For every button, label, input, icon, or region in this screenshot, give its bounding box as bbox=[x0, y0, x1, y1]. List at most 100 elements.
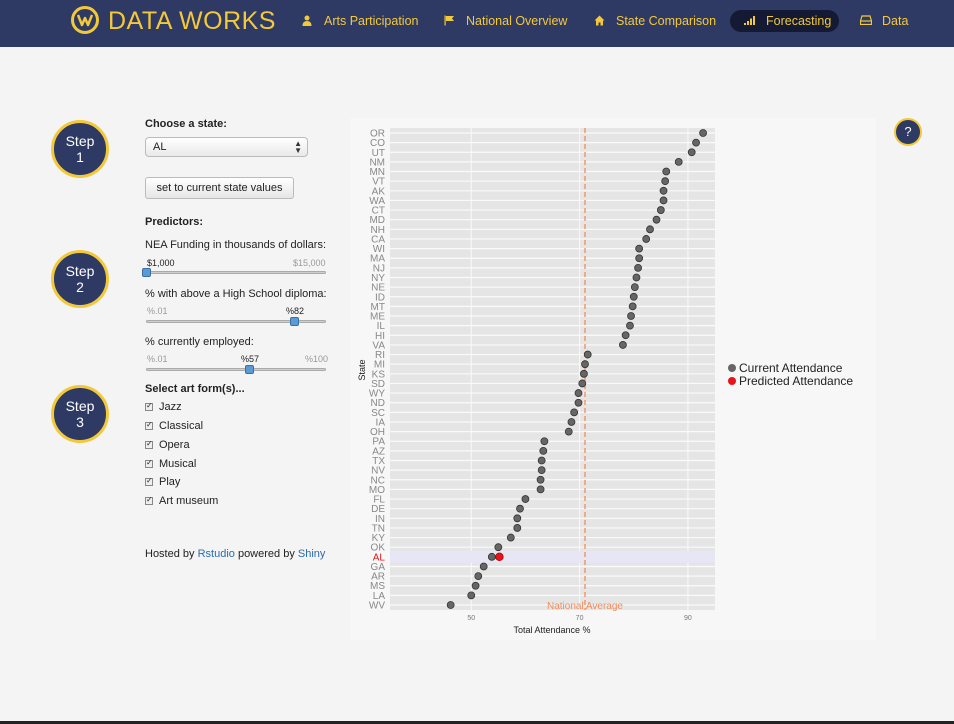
help-button[interactable]: ? bbox=[894, 118, 922, 146]
current-attendance-point bbox=[662, 167, 671, 176]
current-attendance-point bbox=[487, 552, 496, 561]
set-current-values-button[interactable]: set to current state values bbox=[145, 177, 294, 199]
nav-label: State Comparison bbox=[616, 14, 717, 28]
x-axis-title: Total Attendance % bbox=[513, 625, 590, 635]
checkbox-play[interactable] bbox=[145, 476, 153, 486]
legend-predicted-marker bbox=[728, 377, 736, 385]
y-tick-label: WA bbox=[369, 196, 385, 207]
nav-label: Arts Participation bbox=[324, 14, 419, 28]
current-attendance-point bbox=[467, 591, 476, 600]
y-tick-label: IN bbox=[375, 514, 385, 525]
checkbox-label-jazz: Jazz bbox=[159, 401, 182, 413]
y-tick-label: NM bbox=[369, 157, 385, 168]
tray-icon bbox=[860, 15, 872, 25]
current-attendance-point bbox=[516, 504, 524, 513]
current-attendance-point bbox=[656, 206, 665, 214]
y-tick-label: MN bbox=[369, 167, 385, 178]
y-tick-label: NC bbox=[371, 475, 385, 486]
current-attendance-point bbox=[674, 157, 683, 166]
current-attendance-point bbox=[630, 283, 639, 292]
current-attendance-point bbox=[540, 437, 549, 446]
current-attendance-point bbox=[652, 215, 661, 224]
y-tick-label: WV bbox=[369, 601, 385, 612]
y-tick-label: IA bbox=[376, 417, 386, 428]
footer-middle: powered by bbox=[234, 548, 298, 560]
y-tick-label: NV bbox=[371, 466, 385, 477]
current-attendance-point bbox=[634, 263, 642, 272]
brand-title[interactable]: DATA WORKS bbox=[108, 7, 276, 35]
checkbox-label-play: Play bbox=[159, 476, 181, 488]
current-attendance-point bbox=[583, 350, 592, 359]
current-attendance-point bbox=[642, 235, 651, 243]
current-attendance-point bbox=[536, 485, 545, 494]
slider-track-employed[interactable] bbox=[146, 368, 326, 371]
legend-current-marker bbox=[728, 364, 736, 372]
signal-bars-icon bbox=[744, 16, 755, 25]
step-1-badge: Step 1 bbox=[51, 120, 109, 178]
slider-handle-employed[interactable] bbox=[244, 365, 254, 374]
y-tick-label: OH bbox=[370, 427, 385, 438]
y-tick-label: CT bbox=[372, 206, 385, 217]
y-tick-label: DE bbox=[371, 504, 385, 515]
y-tick-label: AR bbox=[371, 572, 385, 583]
step-word: Step bbox=[65, 398, 95, 414]
slider-label-diploma: % with above a High School diploma: bbox=[145, 288, 327, 300]
y-tick-label: IL bbox=[377, 321, 386, 332]
state-select[interactable]: AL ▲ ▼ bbox=[145, 137, 308, 157]
y-tick-label: KY bbox=[372, 533, 386, 544]
y-tick-label: RI bbox=[375, 350, 385, 361]
current-attendance-point bbox=[621, 331, 630, 340]
current-attendance-point bbox=[659, 196, 668, 205]
national-average-label: National Average bbox=[547, 601, 623, 612]
y-tick-label: VA bbox=[372, 340, 385, 351]
y-tick-label: OR bbox=[370, 129, 385, 140]
slider-handle-nea[interactable] bbox=[142, 268, 151, 277]
nav-label: Data bbox=[882, 14, 909, 28]
y-tick-label: SD bbox=[371, 379, 385, 390]
y-tick-label: UT bbox=[372, 148, 385, 159]
checkbox-opera[interactable] bbox=[145, 439, 153, 449]
y-tick-label: NJ bbox=[373, 263, 385, 274]
current-attendance-point bbox=[537, 466, 546, 475]
legend-predicted-label: Predicted Attendance bbox=[739, 374, 853, 388]
current-attendance-point bbox=[580, 369, 588, 378]
checkbox-jazz[interactable] bbox=[145, 401, 153, 411]
slider-label-nea: NEA Funding in thousands of dollars: bbox=[145, 239, 327, 251]
step-number: 1 bbox=[76, 149, 84, 165]
checkbox-classical[interactable] bbox=[145, 420, 153, 430]
slider-label-employed: % currently employed: bbox=[145, 336, 254, 348]
slider-value-diploma: %82 bbox=[286, 306, 305, 316]
slider-handle-diploma[interactable] bbox=[289, 317, 299, 326]
y-tick-label: ID bbox=[375, 292, 385, 303]
y-tick-label: MO bbox=[369, 485, 385, 496]
current-attendance-point bbox=[574, 398, 583, 407]
slider-track-diploma[interactable] bbox=[146, 320, 326, 323]
current-attendance-point bbox=[626, 321, 634, 330]
checkbox-label-classical: Classical bbox=[159, 420, 204, 432]
x-tick-label: 70 bbox=[576, 615, 584, 622]
state-select-label: Choose a state: bbox=[145, 118, 227, 130]
bottom-border bbox=[0, 721, 954, 724]
y-tick-label: SC bbox=[371, 408, 385, 419]
rstudio-link[interactable]: Rstudio bbox=[197, 548, 235, 560]
checkbox-musical[interactable] bbox=[145, 458, 153, 468]
shiny-link[interactable]: Shiny bbox=[297, 548, 326, 560]
y-tick-label: NY bbox=[371, 273, 385, 284]
slider-value-employed: %57 bbox=[241, 354, 260, 364]
current-attendance-point bbox=[699, 129, 707, 137]
art-forms-label: Select art form(s)... bbox=[145, 383, 245, 395]
checkbox-label-musical: Musical bbox=[159, 458, 197, 470]
current-attendance-point bbox=[629, 292, 638, 301]
slider-track-nea[interactable] bbox=[146, 271, 326, 274]
y-tick-label: MI bbox=[374, 360, 385, 371]
y-tick-label: CA bbox=[371, 234, 385, 245]
current-attendance-point bbox=[635, 244, 644, 253]
home-icon bbox=[594, 15, 605, 26]
data-works-logo-icon[interactable] bbox=[71, 6, 99, 34]
y-tick-label: AL bbox=[373, 552, 386, 563]
checkbox-art-museum[interactable] bbox=[145, 495, 153, 505]
current-attendance-point bbox=[474, 572, 483, 581]
attendance-chart: National Average ORCOUTNMMNVTAKWACTMDNHC… bbox=[350, 118, 876, 640]
y-tick-label: FL bbox=[373, 495, 385, 506]
current-attendance-point bbox=[692, 138, 700, 147]
